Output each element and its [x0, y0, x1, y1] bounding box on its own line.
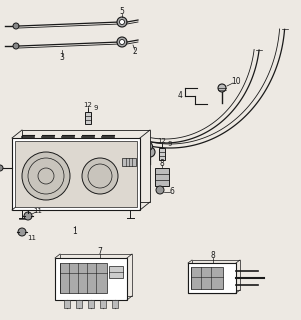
Bar: [22, 130, 150, 202]
Bar: [55, 258, 127, 300]
Bar: [60, 254, 132, 296]
Circle shape: [22, 152, 70, 200]
Bar: [192, 260, 240, 290]
Bar: [191, 267, 223, 289]
Text: 5: 5: [119, 7, 124, 17]
Text: 11: 11: [33, 208, 42, 214]
Text: 8: 8: [160, 158, 164, 167]
Text: 2: 2: [133, 47, 137, 57]
Bar: [60, 263, 107, 293]
Circle shape: [119, 20, 125, 25]
Text: 12: 12: [84, 102, 92, 108]
Bar: [112, 300, 118, 308]
Bar: [155, 168, 169, 186]
Circle shape: [13, 23, 19, 29]
Bar: [159, 148, 165, 160]
Circle shape: [117, 17, 127, 27]
Text: 9: 9: [168, 141, 172, 147]
Text: 11: 11: [27, 235, 36, 241]
Bar: [188, 263, 236, 293]
Bar: [122, 158, 136, 166]
Circle shape: [145, 147, 155, 157]
Circle shape: [13, 43, 19, 49]
Circle shape: [119, 39, 125, 44]
Circle shape: [218, 84, 226, 92]
Circle shape: [18, 228, 26, 236]
Circle shape: [144, 142, 153, 150]
Circle shape: [24, 212, 32, 220]
Bar: [85, 112, 91, 124]
Circle shape: [156, 186, 164, 194]
Bar: [15, 141, 137, 207]
Bar: [12, 138, 140, 210]
Text: 9: 9: [94, 105, 98, 111]
Text: 8: 8: [211, 252, 216, 260]
Bar: [100, 300, 106, 308]
Text: 6: 6: [169, 188, 175, 196]
Circle shape: [82, 158, 118, 194]
Circle shape: [117, 37, 127, 47]
Text: 12: 12: [157, 138, 166, 144]
Bar: [76, 300, 82, 308]
Bar: [88, 300, 94, 308]
Text: 4: 4: [178, 92, 182, 100]
Bar: [109, 266, 123, 278]
Text: 1: 1: [73, 228, 77, 236]
Bar: [188, 263, 236, 293]
Circle shape: [0, 165, 3, 171]
Bar: [64, 300, 70, 308]
Text: 10: 10: [231, 77, 241, 86]
Text: 7: 7: [98, 247, 102, 257]
Text: 3: 3: [60, 53, 64, 62]
